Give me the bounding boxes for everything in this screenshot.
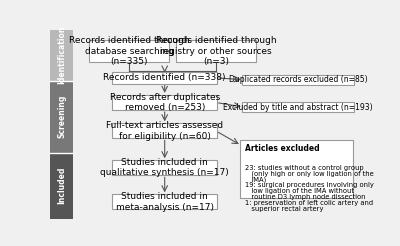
Text: 1: preservation of left colic artery and: 1: preservation of left colic artery and bbox=[245, 200, 373, 206]
Text: 23: studies without a control group: 23: studies without a control group bbox=[245, 165, 364, 170]
Text: routine D3 lymph node dissection: routine D3 lymph node dissection bbox=[245, 194, 366, 200]
FancyBboxPatch shape bbox=[112, 160, 218, 175]
FancyBboxPatch shape bbox=[50, 153, 73, 219]
Text: Records identified (n=338): Records identified (n=338) bbox=[104, 73, 226, 82]
Text: (only high or only low ligation of the: (only high or only low ligation of the bbox=[245, 170, 374, 177]
FancyBboxPatch shape bbox=[112, 194, 218, 210]
Text: Duplicated records excluded (n=85): Duplicated records excluded (n=85) bbox=[229, 75, 367, 84]
FancyBboxPatch shape bbox=[242, 75, 354, 85]
FancyBboxPatch shape bbox=[112, 95, 218, 110]
Text: 19: surgical procedures involving only: 19: surgical procedures involving only bbox=[245, 182, 374, 188]
FancyBboxPatch shape bbox=[112, 72, 218, 83]
Text: IMA): IMA) bbox=[245, 176, 266, 183]
Text: Records identified through
database searching
(n=335): Records identified through database sear… bbox=[69, 36, 189, 66]
FancyBboxPatch shape bbox=[50, 81, 73, 153]
Text: Full-text articles assessed
for eligibility (n=60): Full-text articles assessed for eligibil… bbox=[106, 121, 223, 140]
Text: Screening: Screening bbox=[57, 95, 66, 138]
Text: Studies included in
qualitative synthesis (n=17): Studies included in qualitative synthesi… bbox=[100, 158, 229, 178]
Text: Included: Included bbox=[57, 167, 66, 204]
Text: Records after duplicates
removed (n=253): Records after duplicates removed (n=253) bbox=[110, 93, 220, 112]
FancyBboxPatch shape bbox=[240, 140, 353, 198]
FancyBboxPatch shape bbox=[50, 30, 73, 81]
Text: Identification: Identification bbox=[57, 26, 66, 84]
Text: Studies included in
meta-analysis (n=17): Studies included in meta-analysis (n=17) bbox=[116, 192, 214, 212]
Text: Excluded by title and abstract (n=193): Excluded by title and abstract (n=193) bbox=[223, 103, 373, 112]
Text: Records identified through
registry or other sources
(n=3): Records identified through registry or o… bbox=[156, 36, 276, 66]
FancyBboxPatch shape bbox=[89, 40, 169, 62]
FancyBboxPatch shape bbox=[112, 123, 218, 138]
FancyBboxPatch shape bbox=[242, 102, 354, 112]
Text: Articles excluded: Articles excluded bbox=[245, 144, 320, 153]
Text: low ligation of the IMA without: low ligation of the IMA without bbox=[245, 188, 354, 194]
Text: superior rectal artery: superior rectal artery bbox=[245, 206, 324, 212]
FancyBboxPatch shape bbox=[176, 40, 256, 62]
